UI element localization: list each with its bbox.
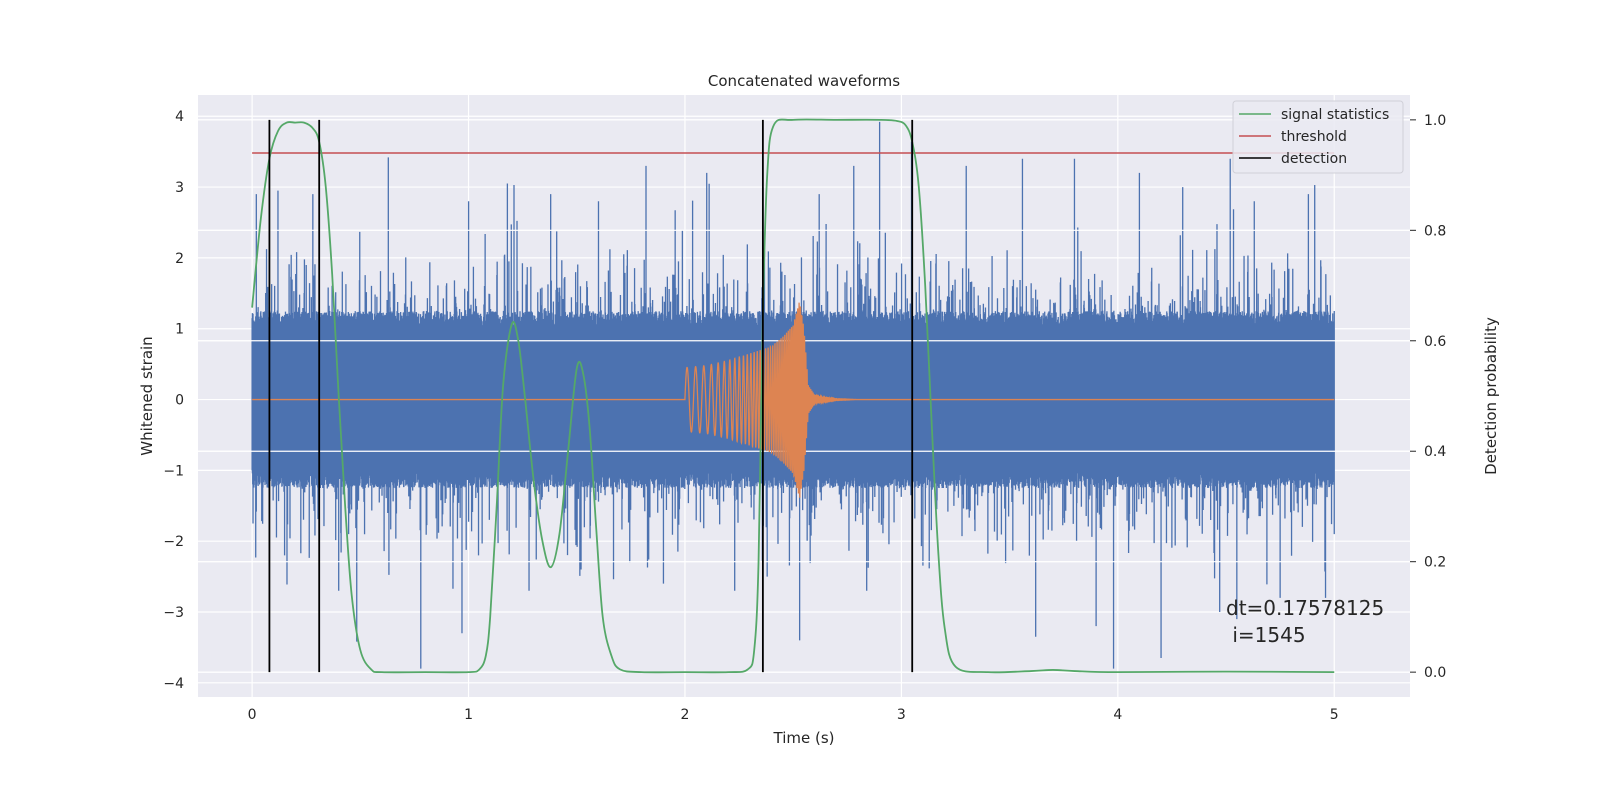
- annotation-index: i=1545: [1226, 623, 1306, 647]
- y-tick-label: 3: [175, 180, 184, 196]
- legend-box: [1232, 100, 1404, 174]
- series-signal-statistics: [251, 118, 1335, 674]
- x-tick-label: 1: [464, 707, 473, 723]
- y-right-tick-label: 1.0: [1424, 113, 1446, 129]
- annotation-dt: dt=0.17578125: [1226, 596, 1384, 620]
- x-tick-label: 3: [897, 707, 906, 723]
- data-layer: [198, 118, 1410, 674]
- y-axis-label: Whitened strain: [138, 336, 156, 455]
- legend-entry-signal-statistics: signal statistics: [1281, 107, 1389, 123]
- y-tick-label: −3: [163, 605, 184, 621]
- y-right-tick-label: 0.0: [1424, 665, 1446, 681]
- y-tick-label: −1: [163, 463, 184, 479]
- chart-title: Concatenated waveforms: [708, 72, 900, 90]
- series-template-chirp: [252, 302, 1335, 498]
- y-right-tick-label: 0.6: [1424, 334, 1446, 350]
- x-axis-label: Time (s): [773, 729, 835, 747]
- y-tick-label: −4: [163, 676, 184, 692]
- y-right-tick-label: 0.4: [1424, 444, 1446, 460]
- axes: 0 1 2 3 4 5 −4 −3 −2 −1 0 1 2 3 4 0.0 0.2 0.4 0.6 0.8 1.0: [163, 109, 1446, 723]
- legend: signal statistics threshold detection: [1232, 100, 1404, 174]
- x-tick-label: 5: [1330, 707, 1339, 723]
- y-tick-label: 2: [175, 251, 184, 267]
- legend-entry-threshold: threshold: [1281, 129, 1347, 145]
- y-right-tick-label: 0.8: [1424, 223, 1446, 239]
- y-right-tick-label: 0.2: [1424, 555, 1446, 571]
- y-tick-label: −2: [163, 534, 184, 550]
- x-tick-label: 2: [681, 707, 690, 723]
- x-tick-label: 0: [248, 707, 257, 723]
- y-axis-right-label: Detection probability: [1482, 317, 1500, 475]
- y-tick-label: 0: [175, 393, 184, 409]
- x-tick-label: 4: [1113, 707, 1122, 723]
- y-tick-label: 4: [175, 109, 184, 125]
- legend-entry-detection: detection: [1281, 151, 1347, 167]
- y-tick-label: 1: [175, 322, 184, 338]
